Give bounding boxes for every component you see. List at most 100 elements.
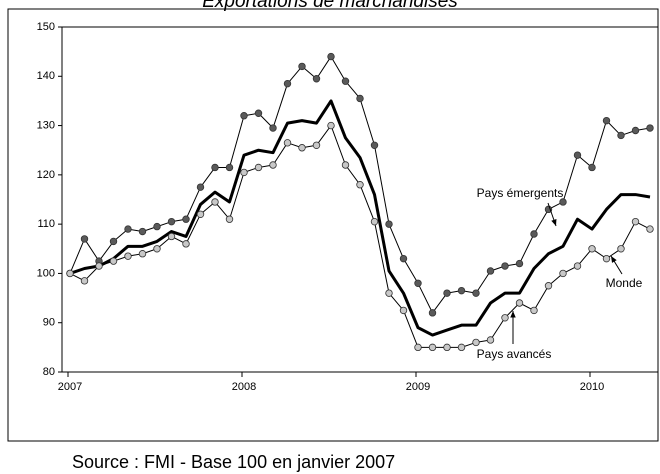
- data-point: [573, 151, 582, 159]
- arrow-head: [611, 256, 617, 263]
- data-point: [167, 232, 176, 241]
- data-point: [327, 52, 335, 61]
- data-point: [341, 77, 350, 85]
- y-tick-label: 120: [37, 169, 55, 181]
- data-point: [298, 62, 306, 71]
- y-tick-label: 110: [37, 218, 55, 230]
- series-line: [69, 99, 651, 337]
- chart-title: Exportations de marchandises: [202, 0, 458, 12]
- data-point: [515, 299, 524, 307]
- data-point: [414, 343, 422, 352]
- series-annotation: Pays avancés: [477, 347, 552, 361]
- data-point: [356, 94, 364, 103]
- data-point: [283, 79, 292, 88]
- data-point: [370, 217, 379, 226]
- data-point: [588, 163, 596, 172]
- data-point: [269, 161, 277, 169]
- arrow-head: [551, 219, 557, 226]
- data-point: [225, 215, 234, 223]
- data-point: [530, 306, 538, 315]
- data-point: [588, 245, 596, 253]
- data-point: [385, 220, 393, 228]
- y-tick-label: 140: [37, 70, 55, 82]
- data-point: [196, 183, 205, 191]
- data-point: [472, 289, 480, 297]
- data-point: [486, 336, 495, 344]
- data-point: [370, 141, 379, 149]
- data-point: [646, 225, 654, 233]
- y-tick-label: 90: [43, 317, 55, 329]
- data-point: [124, 252, 132, 260]
- data-point: [124, 225, 132, 233]
- source-note: Source : FMI - Base 100 en janvier 2007: [72, 452, 395, 472]
- y-tick-label: 130: [37, 119, 55, 131]
- data-point: [559, 198, 567, 206]
- data-point: [153, 245, 161, 253]
- data-point: [602, 254, 611, 263]
- x-tick-label: 2007: [58, 381, 82, 393]
- data-point: [356, 181, 364, 189]
- y-tick-label: 80: [43, 366, 55, 378]
- data-point: [428, 343, 437, 352]
- data-point: [167, 217, 176, 226]
- series-annotation: Pays émergents: [477, 186, 564, 200]
- data-point: [269, 124, 277, 132]
- data-point: [399, 306, 408, 315]
- data-point: [341, 161, 350, 169]
- data-point: [573, 262, 582, 270]
- data-point: [515, 259, 524, 268]
- data-point: [312, 141, 321, 149]
- arrow-head: [510, 311, 516, 318]
- data-point: [501, 262, 509, 270]
- data-point: [254, 163, 263, 172]
- data-point: [196, 210, 205, 218]
- data-point: [138, 250, 147, 258]
- data-point: [153, 222, 161, 231]
- data-point: [602, 116, 611, 125]
- data-point: [80, 235, 89, 243]
- data-point: [443, 343, 451, 352]
- data-point: [501, 314, 509, 322]
- data-point: [414, 279, 422, 287]
- data-point: [95, 262, 103, 270]
- data-point: [472, 338, 480, 347]
- data-point: [138, 227, 147, 236]
- data-point: [240, 168, 248, 177]
- series-annotation: Monde: [606, 276, 643, 290]
- data-point: [544, 282, 553, 290]
- data-point: [211, 163, 219, 172]
- data-point: [428, 309, 437, 317]
- data-point: [457, 343, 466, 352]
- data-point: [109, 257, 118, 265]
- data-point: [559, 269, 567, 278]
- data-point: [617, 131, 625, 140]
- data-point: [283, 139, 292, 147]
- data-point: [399, 254, 408, 263]
- data-point: [631, 217, 640, 226]
- data-point: [182, 240, 190, 248]
- data-point: [182, 215, 190, 223]
- x-tick-label: 2010: [580, 381, 604, 393]
- data-point: [486, 267, 495, 275]
- data-point: [240, 112, 248, 120]
- data-point: [109, 237, 118, 246]
- data-point: [66, 269, 74, 278]
- data-point: [457, 286, 466, 295]
- y-tick-label: 150: [37, 21, 55, 33]
- data-point: [211, 198, 219, 206]
- data-point: [225, 163, 234, 172]
- data-point: [646, 124, 654, 132]
- data-point: [617, 245, 625, 253]
- data-point: [298, 144, 306, 152]
- chart-frame: [7, 8, 659, 442]
- y-tick-label: 100: [37, 267, 55, 279]
- x-tick-label: 2008: [232, 381, 256, 393]
- plot-area: [61, 26, 659, 373]
- data-point: [385, 289, 393, 297]
- data-point: [254, 109, 263, 117]
- data-point: [443, 289, 451, 297]
- data-point: [530, 230, 538, 238]
- data-point: [631, 126, 640, 135]
- data-point: [312, 75, 321, 83]
